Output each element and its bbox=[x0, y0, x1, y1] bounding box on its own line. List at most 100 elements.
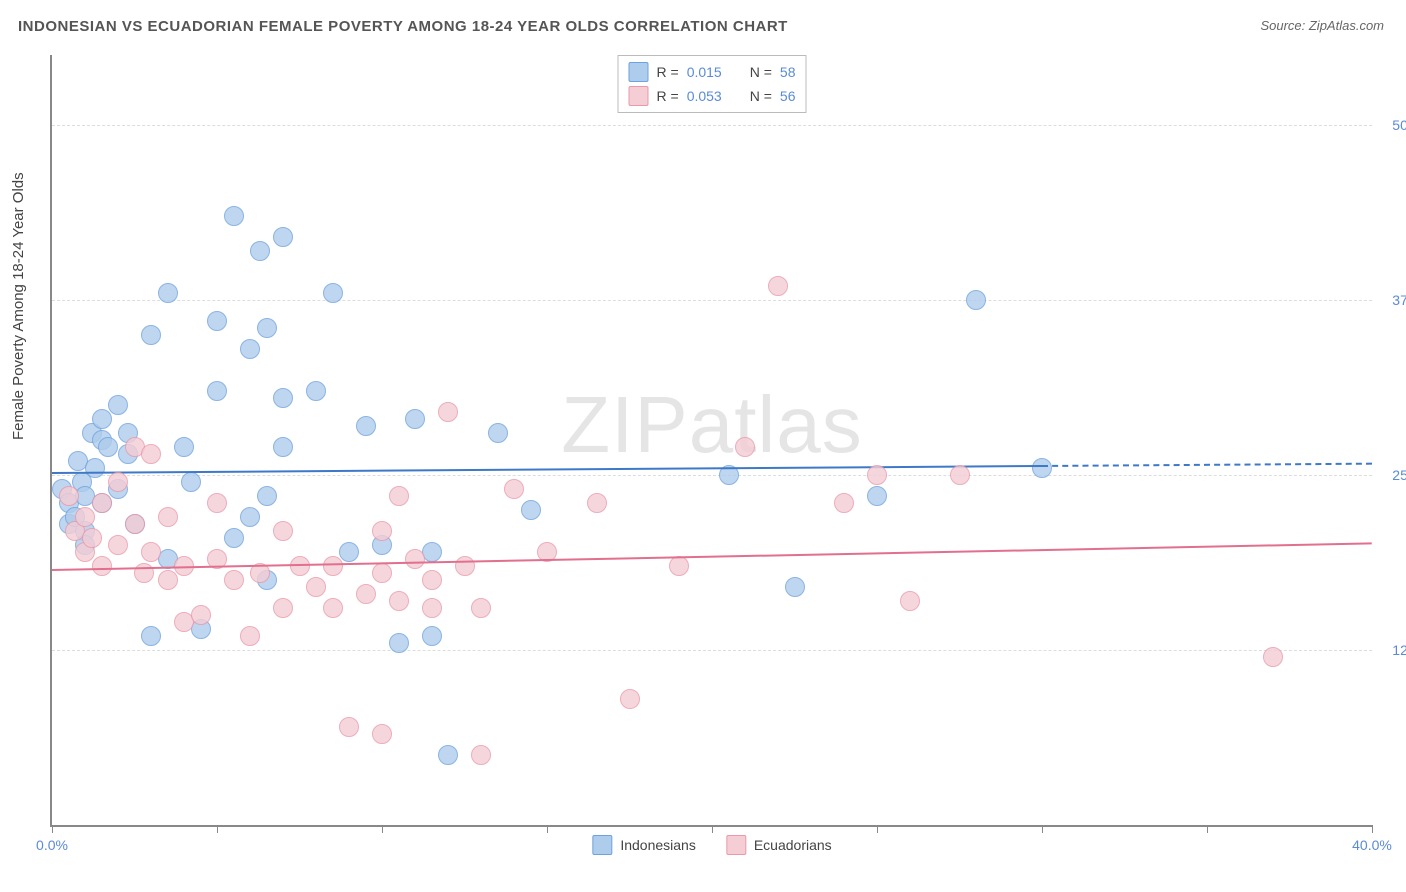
data-point bbox=[389, 591, 409, 611]
data-point bbox=[92, 409, 112, 429]
data-point bbox=[471, 598, 491, 618]
data-point bbox=[323, 598, 343, 618]
watermark-thin: atlas bbox=[689, 380, 863, 469]
x-tick bbox=[547, 825, 548, 833]
data-point bbox=[82, 528, 102, 548]
chart-title: INDONESIAN VS ECUADORIAN FEMALE POVERTY … bbox=[18, 18, 788, 35]
y-tick-label: 12.5% bbox=[1382, 642, 1406, 658]
x-tick bbox=[382, 825, 383, 833]
data-point bbox=[108, 535, 128, 555]
trend-line-dashed bbox=[1042, 463, 1372, 467]
data-point bbox=[1263, 647, 1283, 667]
grid-line bbox=[52, 125, 1372, 126]
data-point bbox=[422, 626, 442, 646]
data-point bbox=[422, 598, 442, 618]
legend-r-label: R = bbox=[657, 88, 679, 104]
data-point bbox=[98, 437, 118, 457]
data-point bbox=[224, 528, 244, 548]
data-point bbox=[250, 241, 270, 261]
data-point bbox=[950, 465, 970, 485]
data-point bbox=[422, 570, 442, 590]
legend-correlation: R = 0.015 N = 58 R = 0.053 N = 56 bbox=[618, 55, 807, 113]
data-point bbox=[207, 381, 227, 401]
x-tick bbox=[1372, 825, 1373, 833]
legend-series-label: Indonesians bbox=[620, 837, 696, 853]
legend-series-label: Ecuadorians bbox=[754, 837, 832, 853]
data-point bbox=[372, 563, 392, 583]
data-point bbox=[504, 479, 524, 499]
legend-r-value: 0.015 bbox=[687, 64, 722, 80]
x-tick bbox=[1207, 825, 1208, 833]
legend-swatch bbox=[629, 62, 649, 82]
data-point bbox=[141, 626, 161, 646]
data-point bbox=[85, 458, 105, 478]
plot-area: ZIPatlas R =0.015N =58R =0.053N =56 Indo… bbox=[50, 55, 1372, 827]
data-point bbox=[1032, 458, 1052, 478]
data-point bbox=[867, 486, 887, 506]
data-point bbox=[620, 689, 640, 709]
watermark: ZIPatlas bbox=[561, 379, 862, 471]
data-point bbox=[405, 549, 425, 569]
y-axis-label: Female Poverty Among 18-24 Year Olds bbox=[10, 172, 27, 440]
legend-series-item: Indonesians bbox=[592, 835, 696, 855]
data-point bbox=[669, 556, 689, 576]
data-point bbox=[735, 437, 755, 457]
data-point bbox=[158, 507, 178, 527]
data-point bbox=[174, 437, 194, 457]
data-point bbox=[488, 423, 508, 443]
legend-r-label: R = bbox=[657, 64, 679, 80]
data-point bbox=[141, 444, 161, 464]
data-point bbox=[207, 493, 227, 513]
legend-n-label: N = bbox=[750, 64, 772, 80]
data-point bbox=[75, 507, 95, 527]
data-point bbox=[867, 465, 887, 485]
data-point bbox=[108, 472, 128, 492]
data-point bbox=[372, 521, 392, 541]
legend-swatch bbox=[726, 835, 746, 855]
data-point bbox=[438, 745, 458, 765]
data-point bbox=[158, 570, 178, 590]
data-point bbox=[834, 493, 854, 513]
data-point bbox=[323, 556, 343, 576]
legend-n-value: 56 bbox=[780, 88, 796, 104]
data-point bbox=[306, 381, 326, 401]
legend-swatch bbox=[592, 835, 612, 855]
data-point bbox=[181, 472, 201, 492]
data-point bbox=[521, 500, 541, 520]
grid-line bbox=[52, 300, 1372, 301]
y-tick-label: 50.0% bbox=[1382, 117, 1406, 133]
data-point bbox=[966, 290, 986, 310]
x-tick-label: 0.0% bbox=[36, 837, 68, 853]
data-point bbox=[273, 388, 293, 408]
data-point bbox=[339, 542, 359, 562]
data-point bbox=[59, 486, 79, 506]
data-point bbox=[224, 206, 244, 226]
data-point bbox=[273, 227, 293, 247]
legend-n-value: 58 bbox=[780, 64, 796, 80]
data-point bbox=[207, 311, 227, 331]
data-point bbox=[273, 437, 293, 457]
legend-n-label: N = bbox=[750, 88, 772, 104]
data-point bbox=[389, 633, 409, 653]
data-point bbox=[471, 745, 491, 765]
data-point bbox=[141, 542, 161, 562]
x-tick bbox=[1042, 825, 1043, 833]
grid-line bbox=[52, 650, 1372, 651]
legend-r-value: 0.053 bbox=[687, 88, 722, 104]
legend-series: Indonesians Ecuadorians bbox=[592, 835, 831, 855]
x-tick bbox=[217, 825, 218, 833]
data-point bbox=[273, 598, 293, 618]
data-point bbox=[785, 577, 805, 597]
legend-correlation-row: R = 0.053 N = 56 bbox=[629, 84, 796, 108]
data-point bbox=[125, 514, 145, 534]
data-point bbox=[92, 493, 112, 513]
legend-correlation-row: R = 0.015 N = 58 bbox=[629, 60, 796, 84]
data-point bbox=[240, 339, 260, 359]
x-tick bbox=[712, 825, 713, 833]
data-point bbox=[455, 556, 475, 576]
y-tick-label: 25.0% bbox=[1382, 467, 1406, 483]
data-point bbox=[405, 409, 425, 429]
data-point bbox=[438, 402, 458, 422]
legend-swatch bbox=[629, 86, 649, 106]
data-point bbox=[92, 556, 112, 576]
